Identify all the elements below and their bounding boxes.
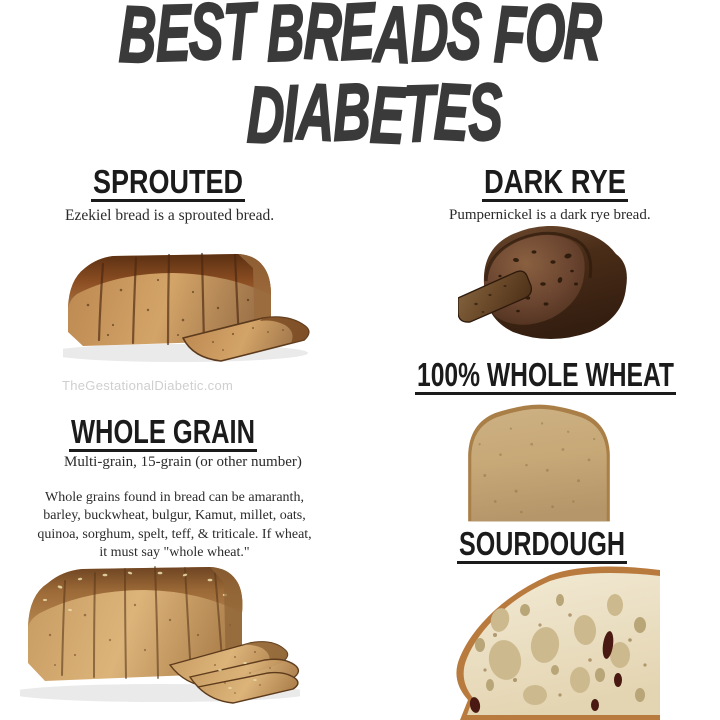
svg-text:SOURDOUGH: SOURDOUGH [459,525,625,562]
svg-text:SPROUTED: SPROUTED [93,163,243,200]
svg-text:100% WHOLE WHEAT: 100% WHOLE WHEAT [417,356,674,393]
svg-text:WHOLE GRAIN: WHOLE GRAIN [71,413,255,450]
svg-text:DARK RYE: DARK RYE [484,163,626,200]
